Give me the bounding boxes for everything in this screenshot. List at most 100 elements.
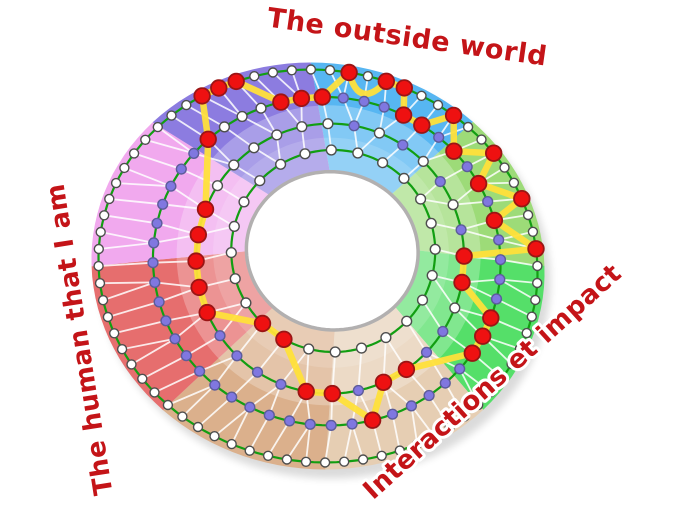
- node-third-7-purple[interactable]: [455, 224, 467, 236]
- node-outer-27-white[interactable]: [473, 399, 484, 411]
- node-second-33-purple[interactable]: [194, 365, 206, 377]
- node-second-27-purple[interactable]: [304, 418, 316, 430]
- node-second-21-purple[interactable]: [423, 389, 435, 402]
- node-third-23-red[interactable]: [190, 278, 208, 297]
- node-outer-42-white[interactable]: [209, 431, 220, 442]
- node-outer-52-white[interactable]: [97, 295, 109, 306]
- node-outer-4-red[interactable]: [377, 72, 396, 91]
- node-outer-32-white[interactable]: [394, 445, 405, 456]
- node-second-14-purple[interactable]: [494, 273, 506, 286]
- node-second-20-purple[interactable]: [439, 377, 451, 389]
- node-outer-15-white[interactable]: [522, 209, 534, 221]
- node-second-48-white[interactable]: [236, 110, 248, 123]
- node-inner-12-white[interactable]: [329, 346, 341, 358]
- node-outer-14-red[interactable]: [513, 189, 531, 208]
- node-second-17-red[interactable]: [474, 327, 492, 345]
- node-second-41-purple[interactable]: [151, 217, 163, 229]
- node-second-28-purple[interactable]: [283, 415, 296, 427]
- node-second-44-purple[interactable]: [175, 163, 187, 175]
- node-outer-2-red[interactable]: [340, 63, 358, 82]
- node-second-19-purple[interactable]: [454, 363, 466, 375]
- node-second-2-purple[interactable]: [358, 95, 370, 108]
- node-outer-44-white[interactable]: [177, 411, 188, 422]
- node-outer-43-white[interactable]: [192, 421, 204, 433]
- node-outer-65-white[interactable]: [181, 99, 192, 111]
- node-outer-19-white[interactable]: [532, 277, 543, 289]
- node-outer-28-white[interactable]: [459, 411, 470, 422]
- node-third-8-red[interactable]: [455, 247, 473, 265]
- node-second-37-purple[interactable]: [153, 296, 165, 308]
- sector-pink[interactable]: [91, 122, 270, 267]
- node-outer-24-white[interactable]: [506, 358, 517, 370]
- node-inner-16-white[interactable]: [240, 297, 252, 309]
- node-outer-35-white[interactable]: [339, 456, 350, 467]
- sector-tan-dark[interactable]: [163, 307, 335, 470]
- node-outer-71-white[interactable]: [286, 65, 297, 76]
- node-inner-21-white[interactable]: [254, 175, 266, 187]
- node-inner-3-white[interactable]: [398, 172, 410, 185]
- node-second-5-red[interactable]: [413, 116, 431, 134]
- node-outer-16-white[interactable]: [527, 226, 539, 238]
- node-inner-15-red[interactable]: [253, 314, 272, 333]
- node-outer-50-white[interactable]: [108, 328, 120, 339]
- node-outer-55-white[interactable]: [93, 243, 105, 255]
- node-third-1-purple[interactable]: [348, 120, 360, 132]
- node-third-24-red[interactable]: [187, 252, 205, 270]
- node-outer-33-white[interactable]: [376, 450, 387, 461]
- node-inner-23-white[interactable]: [299, 148, 311, 160]
- node-second-9-red[interactable]: [469, 174, 488, 193]
- node-outer-54-white[interactable]: [93, 260, 104, 272]
- node-second-18-red[interactable]: [463, 344, 482, 362]
- node-third-14-red[interactable]: [374, 373, 393, 392]
- node-outer-64-white[interactable]: [166, 110, 177, 121]
- node-second-24-red[interactable]: [363, 411, 382, 429]
- node-inner-18-white[interactable]: [225, 247, 237, 259]
- node-second-35-purple[interactable]: [169, 333, 181, 345]
- node-second-51-red[interactable]: [292, 89, 311, 108]
- node-outer-9-white[interactable]: [462, 121, 474, 133]
- node-outer-59-white[interactable]: [110, 177, 122, 189]
- node-inner-1-white[interactable]: [352, 147, 364, 159]
- node-outer-31-white[interactable]: [412, 438, 423, 450]
- node-outer-1-white[interactable]: [324, 64, 336, 76]
- node-outer-29-white[interactable]: [444, 421, 455, 433]
- node-outer-7-white[interactable]: [432, 99, 444, 111]
- node-third-15-purple[interactable]: [352, 384, 365, 397]
- node-inner-9-white[interactable]: [401, 315, 413, 327]
- node-outer-63-white[interactable]: [152, 121, 164, 133]
- node-outer-26-white[interactable]: [485, 387, 496, 398]
- node-third-27-white[interactable]: [211, 180, 224, 192]
- node-outer-34-white[interactable]: [357, 454, 369, 465]
- node-outer-36-white[interactable]: [319, 457, 331, 468]
- node-third-0-white[interactable]: [322, 118, 334, 130]
- node-third-22-red[interactable]: [198, 303, 216, 322]
- node-third-20-purple[interactable]: [231, 350, 243, 362]
- node-outer-18-white[interactable]: [532, 260, 543, 272]
- node-inner-17-white[interactable]: [229, 273, 241, 285]
- node-second-32-purple[interactable]: [209, 379, 221, 391]
- node-outer-39-white[interactable]: [262, 450, 274, 461]
- node-second-7-red[interactable]: [445, 142, 463, 160]
- node-outer-6-white[interactable]: [416, 90, 427, 102]
- node-second-0-red[interactable]: [313, 88, 332, 106]
- node-outer-58-white[interactable]: [104, 193, 115, 205]
- node-second-30-purple[interactable]: [244, 401, 256, 413]
- node-outer-53-white[interactable]: [94, 278, 106, 289]
- node-third-16-red[interactable]: [323, 384, 342, 403]
- node-inner-20-white[interactable]: [238, 196, 250, 208]
- node-outer-45-white[interactable]: [162, 399, 174, 411]
- node-outer-23-white[interactable]: [514, 343, 526, 355]
- node-outer-12-white[interactable]: [499, 162, 510, 173]
- node-second-4-red[interactable]: [394, 106, 413, 124]
- node-outer-8-red[interactable]: [444, 106, 463, 125]
- node-outer-3-white[interactable]: [362, 70, 374, 82]
- node-inner-19-white[interactable]: [228, 220, 240, 233]
- node-outer-51-white[interactable]: [102, 311, 114, 323]
- node-second-40-purple[interactable]: [148, 237, 160, 249]
- node-third-29-white[interactable]: [248, 142, 260, 154]
- node-second-12-purple[interactable]: [493, 234, 505, 246]
- node-second-13-purple[interactable]: [494, 254, 507, 266]
- node-outer-62-white[interactable]: [140, 134, 151, 146]
- node-inner-0-white[interactable]: [325, 144, 337, 156]
- node-second-11-red[interactable]: [485, 211, 504, 230]
